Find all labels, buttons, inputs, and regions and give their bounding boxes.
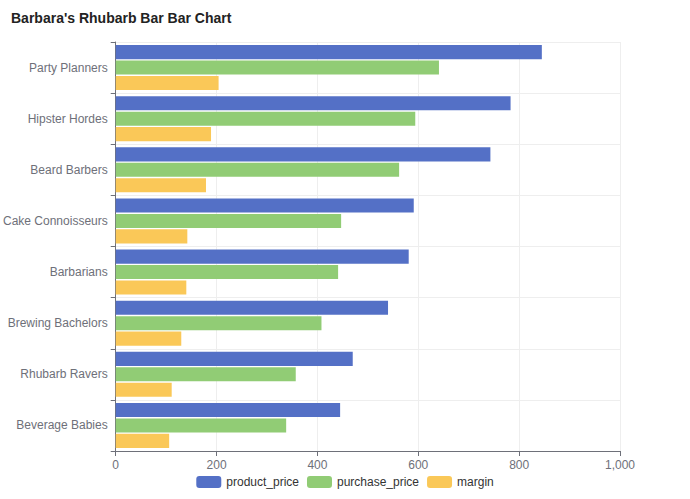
svg-text:margin: margin bbox=[457, 475, 494, 489]
svg-text:product_price: product_price bbox=[226, 475, 299, 489]
svg-text:0: 0 bbox=[112, 458, 119, 472]
svg-text:Hipster Hordes: Hipster Hordes bbox=[28, 112, 108, 126]
svg-text:Brewing Bachelors: Brewing Bachelors bbox=[8, 316, 108, 330]
svg-text:Party Planners: Party Planners bbox=[29, 61, 108, 75]
svg-text:200: 200 bbox=[207, 458, 227, 472]
svg-text:Beverage Babies: Beverage Babies bbox=[16, 418, 107, 432]
svg-text:purchase_price: purchase_price bbox=[337, 475, 419, 489]
svg-text:800: 800 bbox=[509, 458, 529, 472]
svg-text:Beard Barbers: Beard Barbers bbox=[30, 163, 107, 177]
svg-text:Barbara's Rhubarb Bar Bar Char: Barbara's Rhubarb Bar Bar Chart bbox=[11, 10, 232, 26]
svg-text:400: 400 bbox=[307, 458, 327, 472]
svg-text:600: 600 bbox=[408, 458, 428, 472]
svg-text:Rhubarb Ravers: Rhubarb Ravers bbox=[20, 367, 107, 381]
svg-text:1,000: 1,000 bbox=[605, 458, 635, 472]
svg-text:Barbarians: Barbarians bbox=[50, 265, 108, 279]
svg-text:Cake Connoisseurs: Cake Connoisseurs bbox=[3, 214, 108, 228]
